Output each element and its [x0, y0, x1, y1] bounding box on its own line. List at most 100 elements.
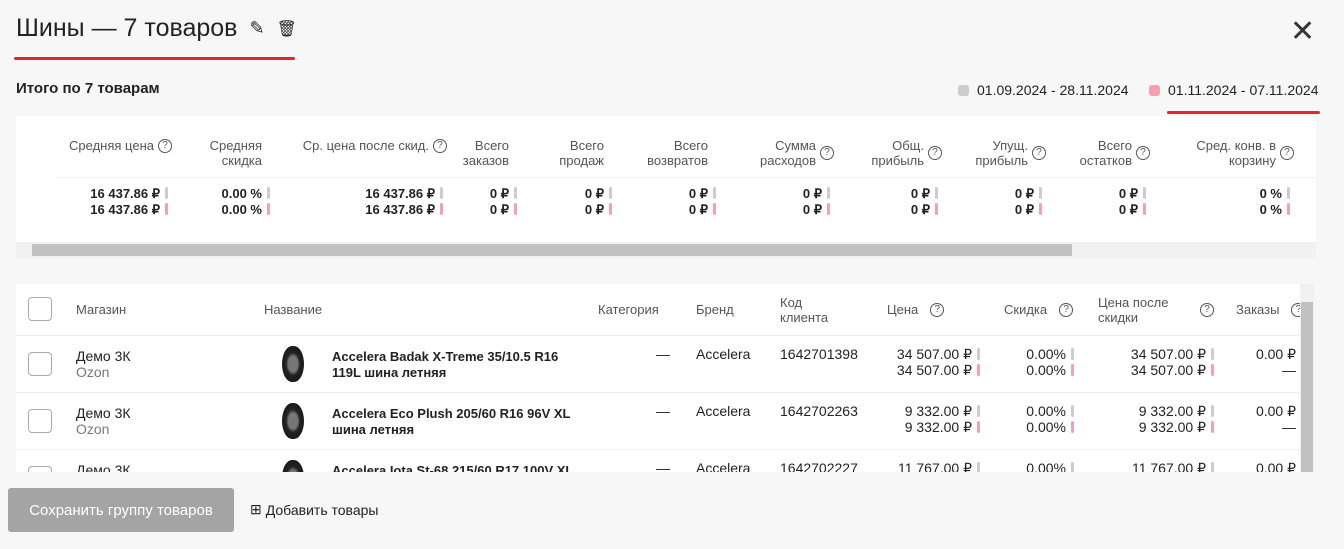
period-2-marker [1211, 421, 1214, 433]
period-1-marker [827, 187, 830, 199]
header-price-after[interactable]: Цена после скидки? [1098, 284, 1214, 335]
period-2-marker [1039, 203, 1042, 215]
orders-period-1: 0.00 ₽ [1255, 460, 1296, 472]
row-checkbox[interactable] [28, 352, 52, 376]
help-icon[interactable]: ? [1200, 302, 1214, 317]
product-image[interactable] [282, 346, 304, 382]
period-1-dot [958, 84, 969, 96]
scrollbar-thumb[interactable] [1301, 302, 1313, 472]
horizontal-scrollbar[interactable] [16, 242, 1316, 258]
period-1-marker [1211, 462, 1214, 472]
help-icon[interactable]: ? [1280, 146, 1294, 160]
product-image[interactable] [282, 460, 304, 472]
price-period-1: 11 767.00 ₽ [897, 460, 972, 472]
after-period-1: 34 507.00 ₽ [1130, 346, 1206, 362]
disc-period-2: 0.00% [1026, 419, 1066, 435]
value-period-2: 0 ₽ [584, 202, 604, 217]
value-period-1: 0 ₽ [489, 186, 509, 201]
scrollbar-thumb[interactable] [32, 244, 1072, 256]
summary-col-label: Всего продаж [559, 138, 604, 168]
period-1-marker [1211, 405, 1214, 417]
help-icon[interactable]: ? [1291, 302, 1300, 317]
period-1-marker [935, 187, 938, 199]
product-name[interactable]: Accelera Eco Plush 205/60 R16 96V XL шин… [332, 406, 571, 437]
period-1[interactable]: 01.09.2024 - 28.11.2024 [958, 82, 1129, 98]
value-period-2: 0 ₽ [1118, 202, 1138, 217]
product-name[interactable]: Accelera Iota St-68 215/60 R17 100V XL [332, 463, 574, 472]
period-1-marker [1039, 187, 1042, 199]
header-name[interactable]: Название [264, 302, 323, 317]
period-2-marker [440, 203, 443, 215]
period-2-label: 01.11.2024 - 07.11.2024 [1168, 82, 1319, 98]
help-icon[interactable]: ? [433, 138, 447, 153]
help-icon[interactable]: ? [1136, 146, 1150, 160]
help-icon[interactable]: ? [1059, 302, 1074, 317]
table-row[interactable]: Демо 3К Ozon Accelera Eco Plush 205/60 R1… [16, 392, 1300, 449]
period-1-marker [165, 187, 168, 199]
header-price-label: Цена [887, 302, 919, 317]
marketplace: Ozon [76, 421, 110, 437]
summary-col-values: 0 ₽0 ₽ [490, 186, 517, 218]
summary-col-values: 0 ₽0 ₽ [911, 186, 938, 218]
help-icon[interactable]: ? [1032, 146, 1046, 160]
header-brand[interactable]: Бренд [696, 302, 734, 317]
period-2-marker [977, 421, 980, 433]
summary-col-values: 0 ₽0 ₽ [585, 186, 612, 218]
help-icon[interactable]: ? [930, 302, 945, 317]
orders-cell: 0.00 ₽ [1256, 460, 1296, 472]
row-checkbox[interactable] [28, 409, 52, 433]
code-cell: 1642702227 [780, 460, 858, 472]
save-group-button[interactable]: Сохранить группу товаров [8, 488, 234, 532]
summary-col-header: Всего остатков? [1072, 138, 1150, 168]
title-text: Шины — 7 товаров [16, 14, 238, 42]
disc-cell: 0.00% [1026, 460, 1074, 472]
after-cell: 34 507.00 ₽34 507.00 ₽ [1131, 346, 1214, 378]
value-period-1: 16 437.86 ₽ [90, 186, 160, 201]
orders-cell: 0.00 ₽ — [1256, 403, 1296, 435]
period-2[interactable]: 01.11.2024 - 07.11.2024 [1149, 82, 1319, 98]
add-products-button[interactable]: ⊞ Добавить товары [250, 501, 378, 518]
header-price[interactable]: Цена? [887, 284, 945, 335]
brand-cell: Accelera [696, 346, 751, 362]
brand-cell: Accelera [696, 403, 751, 419]
products-table: Магазин Название Категория Бренд Код кли… [16, 284, 1300, 472]
row-checkbox[interactable] [28, 466, 52, 472]
orders-cell: 0.00 ₽ — [1256, 346, 1296, 378]
period-1-marker [1287, 187, 1290, 199]
help-icon[interactable]: ? [820, 146, 834, 160]
summary-col-label: Сред. конв. в корзину [1196, 138, 1276, 168]
help-icon[interactable]: ? [928, 146, 942, 160]
period-1-marker [1071, 462, 1074, 472]
summary-col-values: 16 437.86 ₽16 437.86 ₽ [90, 186, 168, 218]
disc-period-1: 0.00% [1026, 460, 1066, 472]
header-code[interactable]: Код клиента [780, 294, 829, 325]
help-icon[interactable]: ? [158, 138, 172, 153]
header-orders[interactable]: Заказы? [1236, 284, 1300, 335]
period-1-marker [440, 187, 443, 199]
pencil-icon[interactable]: ✎ [249, 18, 265, 38]
trash-icon[interactable]: 🗑 [276, 20, 297, 38]
close-icon[interactable]: ✕ [1290, 15, 1316, 48]
after-period-2: 34 507.00 ₽ [1130, 362, 1206, 378]
table-row[interactable]: Демо 3К Ozon Accelera Badak X-Treme 35/10… [16, 335, 1300, 392]
period-1-marker [977, 348, 980, 360]
header-category[interactable]: Категория [598, 302, 659, 317]
summary-col-values: 0.00 % 0.00 % [222, 186, 270, 218]
value-period-1: 0.00 % [221, 186, 262, 201]
period-2-marker [609, 203, 612, 215]
period-1-marker [713, 187, 716, 199]
brand-cell: Accelera [696, 460, 751, 472]
product-name[interactable]: Accelera Badak X-Treme 35/10.5 R16 119L … [332, 349, 559, 380]
after-cell: 11 767.00 ₽ [1132, 460, 1214, 472]
product-image[interactable] [282, 403, 304, 439]
header-shop[interactable]: Магазин [76, 302, 127, 317]
select-all-checkbox[interactable] [28, 297, 52, 321]
vertical-scrollbar[interactable] [1300, 284, 1314, 472]
header-discount[interactable]: Скидка? [1004, 284, 1074, 335]
summary-col-label: Всего остатков [1079, 138, 1132, 168]
value-period-1: 0 ₽ [802, 186, 822, 201]
header-discount-label: Скидка [1004, 302, 1048, 317]
